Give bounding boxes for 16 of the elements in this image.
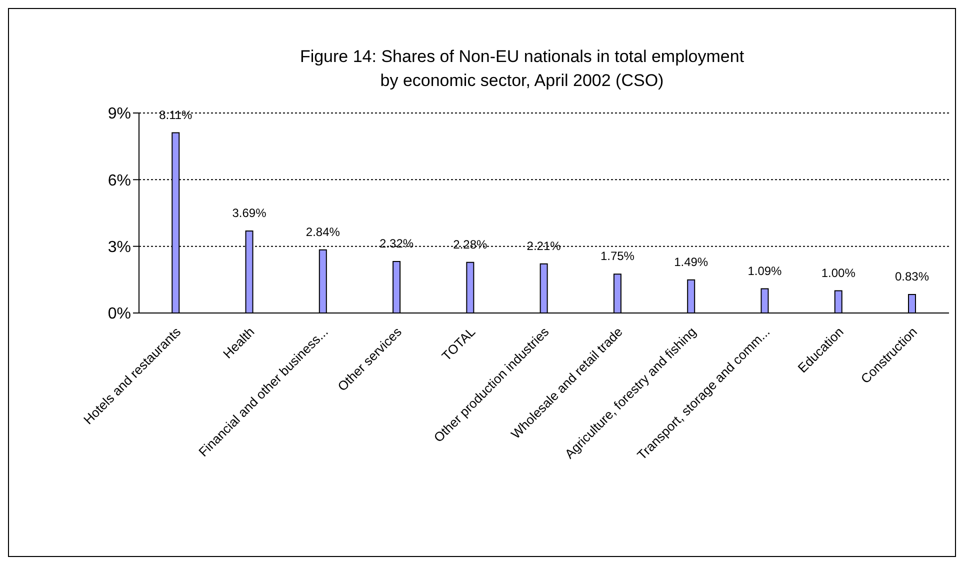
data-label: 1.09% [748,264,782,278]
data-label: 1.00% [821,266,856,280]
chart-subtitle: by economic sector, April 2002 (CSO) [379,70,665,92]
data-label: 2.84% [306,224,340,239]
data-label: 2.32% [380,236,414,250]
y-tick-label: 6% [108,172,131,190]
y-tick-label: 0% [108,306,131,323]
data-label: 0.83% [894,270,930,284]
chart-title: Figure 14: Shares of Non-EU nationals in total employment [298,46,746,68]
data-label: 2.28% [453,237,488,252]
data-label: 1.75% [600,249,635,264]
data-label: 1.49% [674,254,708,269]
data-label: 2.21% [526,238,562,253]
y-tick-label: 9% [108,106,131,123]
y-tick-label: 3% [108,239,131,256]
data-label: 3.69% [232,206,267,220]
